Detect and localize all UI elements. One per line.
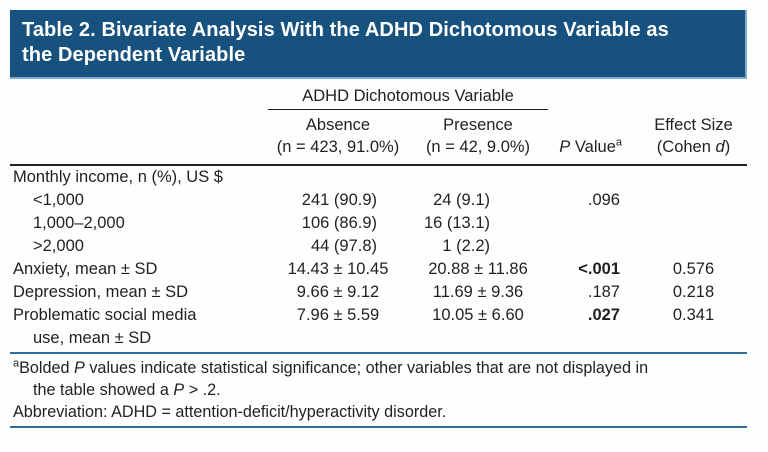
- footnote-a-line-1: aBolded P values indicate statistical si…: [13, 357, 649, 377]
- row-label: Anxiety, mean ± SD: [13, 260, 158, 278]
- absence-n: (n = 423, 91.0%): [276, 138, 400, 156]
- absence-value: 9.66 ± 9.12: [296, 283, 380, 301]
- col-header-p-value: P Valuea: [548, 109, 640, 166]
- table-row-anxiety: Anxiety, mean ± SD 14.43 ± 10.45 20.88 ±…: [10, 258, 747, 281]
- effect-size-value: [640, 212, 747, 235]
- p-value: .187: [587, 283, 620, 301]
- p-value-bold: .027: [587, 306, 620, 324]
- col-header-empty: [10, 109, 268, 166]
- effect-size-value: 0.218: [672, 283, 715, 301]
- absence-value: 14.43 ± 10.45: [287, 260, 389, 278]
- divider-rule-bottom: [10, 426, 747, 428]
- spanner-header-row: ADHD Dichotomous Variable: [10, 82, 747, 110]
- presence-label: Presence: [443, 116, 513, 134]
- effect-size-value: [640, 189, 747, 212]
- spanner-spacer-left: [10, 82, 268, 110]
- col-header-absence: Absence (n = 423, 91.0%): [268, 109, 408, 166]
- table-title-line-2: the Dependent Variable: [22, 44, 246, 66]
- cohen-d-symbol: d: [715, 138, 725, 156]
- table-title-band: Table 2. Bivariate Analysis With the ADH…: [10, 10, 747, 79]
- effect-size-value: 0.341: [672, 306, 715, 324]
- row-label: Problematic social media use, mean ± SD: [13, 306, 197, 347]
- footnotes: aBolded P values indicate statistical si…: [10, 357, 745, 423]
- divider-rule-top: [10, 352, 747, 354]
- row-label: Depression, mean ± SD: [13, 283, 189, 301]
- presence-value: 1 (2.2): [442, 237, 490, 255]
- effect-size-value: [640, 235, 747, 258]
- col-header-effect-size: Effect Size (Cohen d): [640, 109, 747, 166]
- absence-label: Absence: [305, 116, 371, 134]
- absence-value: 241 (90.9): [301, 191, 377, 209]
- absence-value: 7.96 ± 5.59: [296, 306, 380, 324]
- bivariate-analysis-table: ADHD Dichotomous Variable Absence (n = 4…: [10, 82, 747, 350]
- table-row-income-1000-2000: 1,000–2,000 106 (86.9) 16 (13.1): [10, 212, 747, 235]
- row-label: <1,000: [33, 191, 84, 209]
- effect-size-value: 0.576: [672, 260, 715, 278]
- table-row-income-lt-1000: <1,000 241 (90.9) 24 (9.1) .096: [10, 189, 747, 212]
- p-value: [548, 235, 640, 258]
- presence-value: 24 (9.1): [433, 191, 490, 209]
- p-value: [548, 212, 640, 235]
- spanner-spacer-effect: [640, 82, 747, 110]
- absence-value: 106 (86.9): [301, 214, 377, 232]
- table-row-income-gt-2000: >2,000 44 (97.8) 1 (2.2): [10, 235, 747, 258]
- p-value-footnote-marker: a: [615, 136, 622, 149]
- row-label: Monthly income, n (%), US $: [13, 168, 223, 186]
- footnote-a-line-2: the table showed a P > .2.: [33, 381, 221, 399]
- table-row-depression: Depression, mean ± SD 9.66 ± 9.12 11.69 …: [10, 281, 747, 304]
- table-title-line-1: Table 2. Bivariate Analysis With the ADH…: [22, 19, 669, 41]
- p-value-label: Value: [570, 138, 616, 156]
- presence-value: 20.88 ± 11.86: [428, 260, 528, 278]
- column-header-row: Absence (n = 423, 91.0%) Presence (n = 4…: [10, 109, 747, 166]
- effect-size-label: Effect Size: [654, 116, 733, 134]
- table-row-problematic-social-media: Problematic social media use, mean ± SD …: [10, 304, 747, 350]
- row-label: 1,000–2,000: [33, 214, 125, 232]
- table-row-monthly-income: Monthly income, n (%), US $: [10, 165, 747, 189]
- p-value-bold: <.001: [578, 260, 620, 278]
- presence-value: 16 (13.1): [423, 214, 490, 232]
- spanner-spacer-p: [548, 82, 640, 110]
- presence-value: 10.05 ± 6.60: [432, 306, 524, 324]
- p-value: .096: [587, 191, 620, 209]
- absence-value: 44 (97.8): [310, 237, 377, 255]
- presence-value: 11.69 ± 9.36: [432, 283, 524, 301]
- row-label: >2,000: [33, 237, 84, 255]
- col-group-header-adhd: ADHD Dichotomous Variable: [268, 82, 548, 110]
- effect-size-cohen: (Cohen d): [656, 138, 731, 156]
- presence-n: (n = 42, 9.0%): [425, 138, 531, 156]
- abbreviation-note: Abbreviation: ADHD = attention-deficit/h…: [13, 403, 447, 421]
- p-symbol: P: [559, 138, 571, 156]
- footnote-a-marker: a: [13, 357, 20, 370]
- col-header-presence: Presence (n = 42, 9.0%): [408, 109, 548, 166]
